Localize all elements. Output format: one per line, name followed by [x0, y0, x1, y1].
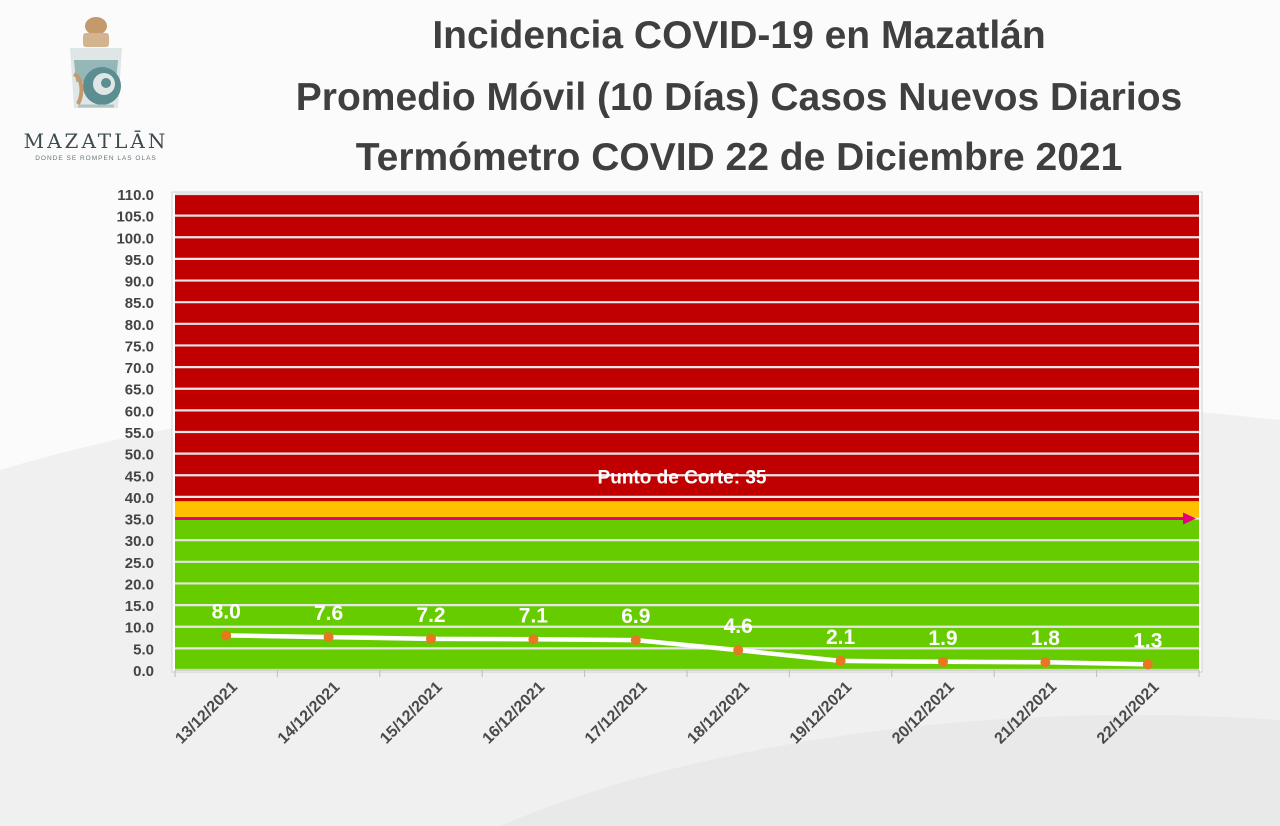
y-tick-label: 25.0	[125, 555, 154, 572]
y-tick-label: 20.0	[125, 576, 154, 593]
data-point	[426, 633, 436, 644]
x-tick-label: 22/12/2021	[1094, 679, 1163, 748]
chart-date-line: Termómetro COVID 22 de Diciembre 2021	[355, 136, 1123, 179]
data-point	[221, 630, 232, 641]
y-tick-label: 70.0	[125, 360, 154, 377]
data-label: 2.1	[826, 626, 856, 649]
y-tick-label: 0.0	[133, 663, 154, 680]
data-label: 7.2	[416, 604, 445, 627]
data-point	[733, 645, 744, 656]
data-point	[1040, 657, 1051, 668]
y-tick-label: 95.0	[125, 252, 154, 269]
data-point	[630, 635, 641, 646]
data-label: 7.6	[314, 602, 343, 625]
x-tick-label: 17/12/2021	[582, 679, 651, 748]
x-tick-label: 20/12/2021	[889, 679, 958, 748]
data-point	[938, 656, 948, 667]
x-tick-label: 14/12/2021	[275, 679, 344, 748]
mazatlan-logo: MAZATLĀN DONDE SE ROMPEN LAS OLAS	[18, 16, 178, 166]
x-tick-label: 21/12/2021	[992, 679, 1061, 748]
data-point	[1142, 659, 1153, 670]
y-tick-label: 90.0	[125, 274, 154, 291]
y-tick-label: 60.0	[125, 403, 154, 420]
data-label: 4.6	[724, 615, 753, 638]
series-line	[226, 633, 1148, 667]
y-tick-label: 65.0	[125, 382, 154, 399]
band-2	[175, 194, 1199, 502]
y-tick-label: 35.0	[125, 512, 154, 529]
threshold-label: Punto de Corte: 35	[598, 467, 767, 488]
x-tick-label: 16/12/2021	[480, 679, 549, 748]
y-tick-label: 85.0	[125, 295, 154, 312]
data-label: 1.9	[928, 627, 957, 650]
y-tick-label: 45.0	[125, 468, 154, 485]
data-label: 7.1	[519, 604, 549, 627]
data-point	[323, 632, 334, 643]
x-tick-label: 19/12/2021	[787, 679, 856, 748]
y-tick-label: 80.0	[125, 317, 154, 334]
x-tick-label: 18/12/2021	[684, 679, 753, 748]
y-tick-label: 30.0	[125, 533, 154, 550]
y-tick-label: 100.0	[116, 230, 154, 247]
y-tick-label: 75.0	[125, 338, 154, 355]
chart-title: Incidencia COVID-19 en Mazatlán	[432, 14, 1046, 57]
y-tick-label: 55.0	[125, 425, 154, 442]
threshold-arrowhead	[1183, 512, 1196, 525]
y-tick-label: 5.0	[133, 641, 154, 658]
x-tick-label: 15/12/2021	[377, 679, 446, 748]
y-tick-label: 50.0	[125, 447, 154, 464]
logo-tagline: DONDE SE ROMPEN LAS OLAS	[35, 155, 157, 162]
mazatlan-emblem-icon	[70, 17, 122, 108]
logo-wordmark: MAZATLĀN	[23, 129, 169, 153]
chart-subtitle: Promedio Móvil (10 Días) Casos Nuevos Di…	[295, 76, 1183, 119]
data-label: 6.9	[621, 605, 650, 628]
data-label: 1.8	[1031, 627, 1061, 650]
band-1	[175, 501, 1199, 519]
data-point	[835, 655, 846, 666]
data-point	[528, 634, 539, 645]
y-tick-label: 110.0	[117, 187, 154, 204]
x-tick-label: 13/12/2021	[172, 679, 241, 748]
y-tick-label: 15.0	[125, 598, 154, 615]
y-tick-label: 10.0	[125, 620, 154, 637]
y-tick-label: 105.0	[116, 209, 154, 226]
y-tick-label: 40.0	[125, 490, 154, 507]
data-label: 1.3	[1133, 629, 1162, 652]
data-label: 8.0	[212, 600, 241, 623]
